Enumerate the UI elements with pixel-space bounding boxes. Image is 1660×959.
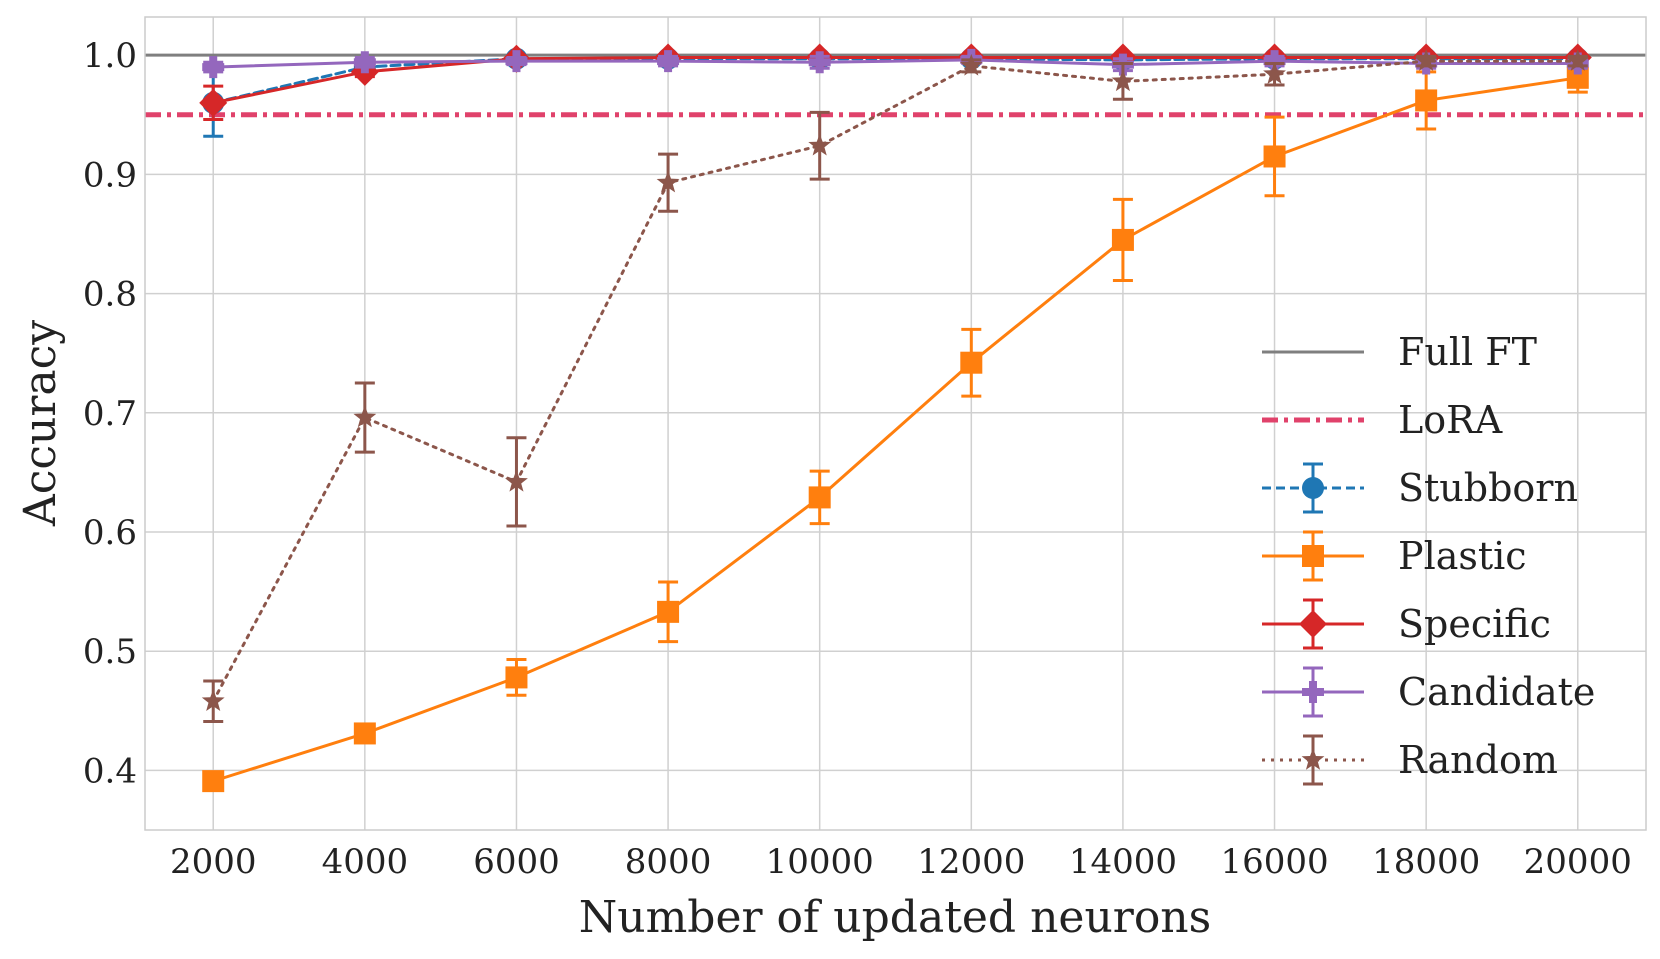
y-tick-label: 0.5 (83, 632, 137, 672)
data-point-plastic (657, 600, 680, 623)
y-tick-label: 0.4 (83, 751, 137, 791)
y-tick-label: 0.9 (83, 155, 137, 195)
series-line-specific (211, 56, 1580, 105)
legend-label: Candidate (1398, 670, 1595, 714)
y-tick-label: 1.0 (83, 36, 137, 76)
legend-label: Stubborn (1398, 466, 1578, 510)
legend-label: Plastic (1398, 534, 1527, 578)
legend-entry-stubborn: Stubborn (1262, 462, 1578, 514)
x-axis-label: Number of updated neurons (579, 892, 1211, 943)
x-tick-label: 2000 (170, 842, 257, 882)
legend-marker (1299, 610, 1327, 638)
plot-area (145, 17, 1646, 830)
legend-entry-candidate: Candidate (1262, 666, 1595, 718)
legend-marker (1302, 545, 1324, 567)
legend-marker (1302, 477, 1324, 499)
data-point-random (505, 469, 528, 492)
plot-frame (144, 16, 1647, 831)
data-point-random (656, 170, 680, 193)
series-random (201, 49, 1590, 724)
y-tick-label: 0.8 (83, 275, 137, 315)
data-point-random (1111, 69, 1135, 92)
data-point-candidate (505, 50, 528, 73)
reference-lines (145, 53, 1646, 118)
legend-entry-lora: LoRA (1262, 398, 1503, 442)
data-point-plastic (960, 351, 983, 374)
data-point-candidate (808, 51, 831, 74)
legend-label: Random (1398, 738, 1558, 782)
data-point-specific (199, 88, 228, 117)
series-line-random (211, 59, 1580, 703)
data-point-random (959, 53, 983, 76)
legend-label: Full FT (1398, 330, 1537, 374)
legend-entry-full-ft: Full FT (1262, 330, 1537, 374)
data-point-candidate (657, 50, 680, 73)
data-point-random (1414, 49, 1438, 71)
data-point-random (353, 405, 377, 428)
legend-label: LoRA (1398, 398, 1503, 442)
x-tick-label: 8000 (625, 842, 712, 882)
series-plastic (202, 61, 1589, 793)
x-tick-label: 10000 (766, 842, 874, 882)
series-line-candidate (211, 58, 1580, 69)
legend-marker (1301, 748, 1325, 770)
x-tick-label: 12000 (917, 842, 1025, 882)
data-point-plastic (202, 770, 225, 793)
x-tick-label: 18000 (1372, 842, 1480, 882)
data-point-plastic (1566, 66, 1589, 89)
data-point-candidate (202, 56, 225, 79)
y-tick-label: 0.6 (83, 513, 137, 553)
y-axis-label: Accuracy (15, 320, 66, 527)
x-tick-label: 6000 (473, 842, 560, 882)
y-tick-label: 0.7 (83, 394, 137, 434)
x-tick-label: 20000 (1524, 842, 1632, 882)
data-point-plastic (1263, 145, 1286, 168)
data-point-plastic (1415, 89, 1438, 112)
data-point-random (1263, 62, 1286, 84)
legend: Full FT LoRA Stubborn Plastic Specific Candid… (1262, 330, 1595, 786)
data-point-plastic (505, 666, 528, 689)
x-tick-label: 14000 (1069, 842, 1177, 882)
data-point-random (201, 689, 225, 711)
legend-entry-random: Random (1262, 734, 1558, 786)
y-tick-labels: 0.4 0.5 0.6 0.7 0.8 0.9 1.0 (83, 36, 137, 791)
data-point-random (1566, 49, 1590, 71)
data-point-plastic (808, 486, 831, 509)
legend-label: Specific (1398, 602, 1551, 646)
legend-marker (1302, 681, 1324, 703)
data-point-random (808, 133, 832, 156)
data-point-plastic (353, 722, 376, 745)
data-series (199, 43, 1592, 793)
series-line-plastic (211, 76, 1580, 783)
x-tick-labels: 2000 4000 6000 8000 10000 12000 14000 16000 1800… (170, 842, 1632, 882)
data-point-plastic (1111, 228, 1134, 251)
data-point-candidate (353, 51, 376, 74)
x-tick-label: 4000 (322, 842, 409, 882)
x-tick-label: 16000 (1220, 842, 1328, 882)
data-point-candidate (1263, 50, 1286, 73)
legend-entry-plastic: Plastic (1262, 530, 1527, 582)
legend-entry-specific: Specific (1262, 598, 1551, 650)
